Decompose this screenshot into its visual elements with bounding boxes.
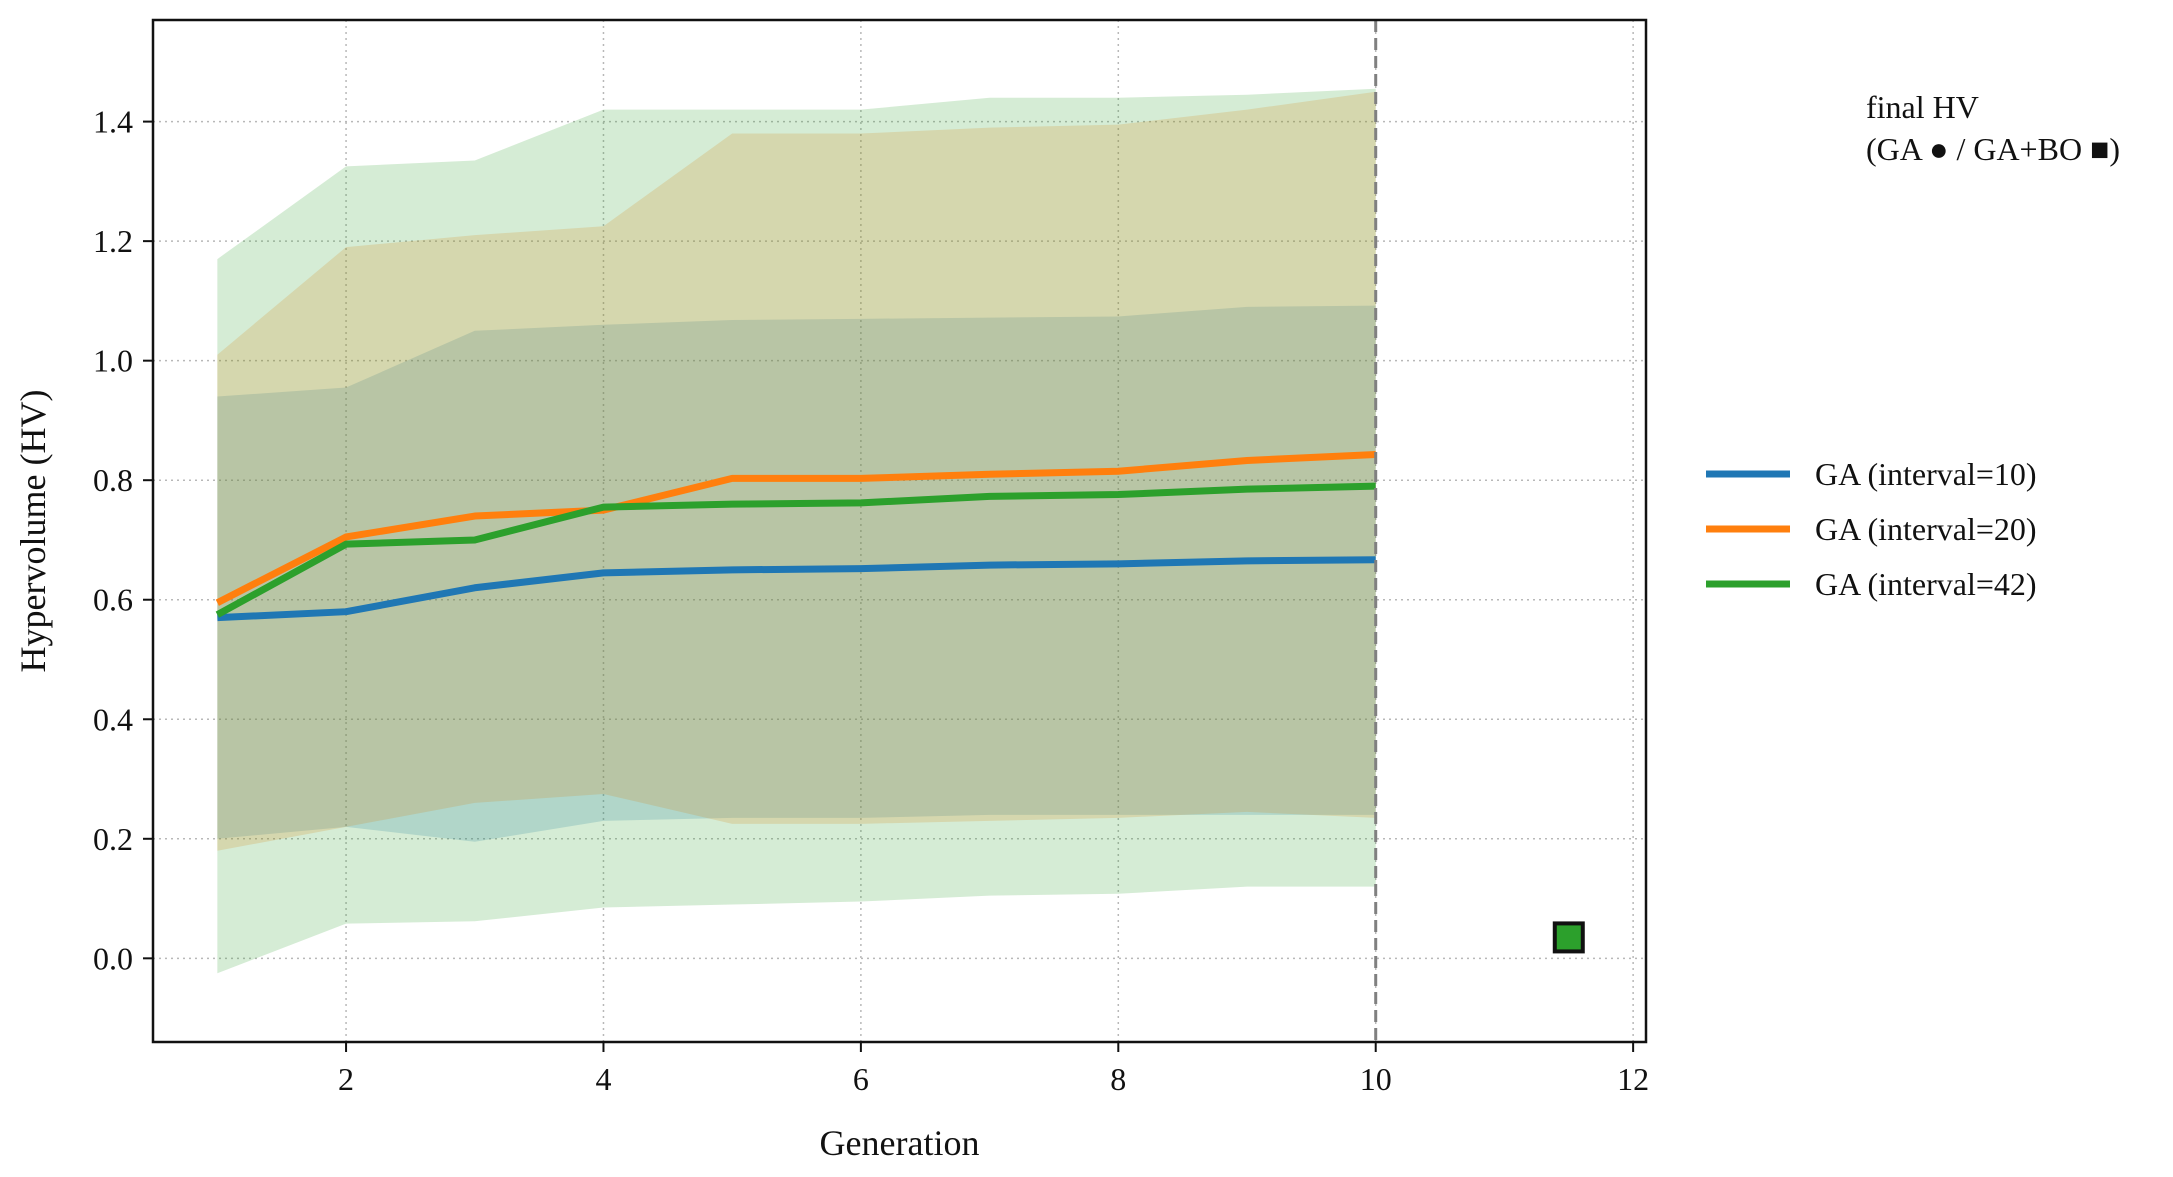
y-tick-label: 0.2 [93, 821, 133, 857]
y-tick-label: 0.8 [93, 462, 133, 498]
y-axis-title: Hypervolume (HV) [13, 390, 53, 673]
final-hv-markers [1552, 921, 1585, 954]
plot-area-frame [151, 18, 1648, 1044]
x-axis-title: Generation [820, 1123, 980, 1163]
y-axis-ticks: 0.0 0.2 0.4 0.6 0.8 1.0 1.2 1.4 [93, 104, 153, 976]
x-axis-ticks: 2 4 6 8 10 12 [338, 1042, 1649, 1097]
y-tick-label: 1.0 [93, 343, 133, 379]
legend: GA (interval=10) GA (interval=20) GA (inte… [1706, 456, 2037, 602]
legend-label: GA (interval=20) [1815, 511, 2037, 547]
y-tick-label: 0.4 [93, 701, 133, 737]
final-hv-note-title: final HV [1866, 89, 1979, 125]
line-ga-interval-20- [215, 451, 1376, 606]
x-tick-label: 2 [338, 1061, 354, 1097]
confidence-bands [217, 88, 1376, 974]
x-tick-label: 10 [1360, 1061, 1392, 1097]
final-hv-note-subtitle: (GA ● / GA+BO ■) [1866, 131, 2120, 167]
line-ga-interval-10- [217, 556, 1376, 622]
y-tick-label: 0.6 [93, 582, 133, 618]
y-tick-label: 0.0 [93, 940, 133, 976]
x-tick-label: 8 [1110, 1061, 1126, 1097]
x-tick-label: 6 [853, 1061, 869, 1097]
band-ga-interval-10- [217, 305, 1376, 842]
line-ga-interval-42- [215, 482, 1376, 618]
y-tick-label: 1.4 [93, 104, 133, 140]
x-tick-label: 12 [1617, 1061, 1649, 1097]
y-tick-label: 1.2 [93, 223, 133, 259]
band-ga-interval-42- [217, 88, 1376, 974]
band-ga-interval-20- [217, 91, 1376, 851]
series-lines [215, 451, 1376, 622]
final-hv-square-marker [1552, 921, 1585, 954]
x-tick-label: 4 [595, 1061, 611, 1097]
legend-label: GA (interval=42) [1815, 566, 2037, 602]
legend-label: GA (interval=10) [1815, 456, 2037, 492]
